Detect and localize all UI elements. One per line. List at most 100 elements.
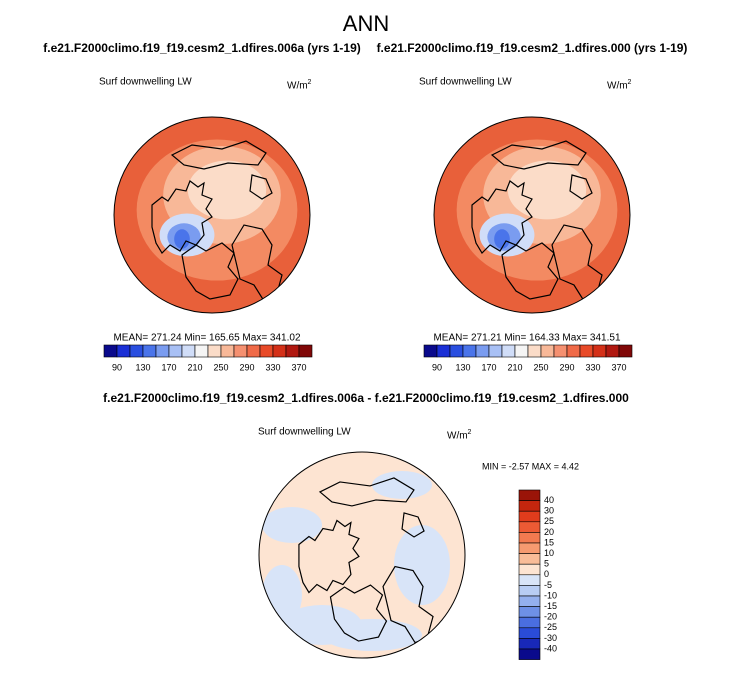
colorbar-swatch xyxy=(553,344,568,358)
colorbar-label: 15 xyxy=(544,537,554,547)
colorbar-swatch xyxy=(220,344,235,358)
colorbar-swatch xyxy=(207,344,222,358)
colorbar-swatch xyxy=(579,344,594,358)
colorbar-swatch xyxy=(423,344,438,358)
colorbar-swatch xyxy=(518,510,541,523)
colorbar-label: 90 xyxy=(112,362,122,372)
map-border xyxy=(258,451,466,659)
coastline xyxy=(569,174,593,200)
colorbar-label: -15 xyxy=(544,601,557,611)
colorbar-label: -40 xyxy=(544,643,557,653)
colorbar-swatch xyxy=(475,344,490,358)
colorbar-swatch xyxy=(181,344,196,358)
colorbar-swatch xyxy=(518,574,541,586)
colorbar-swatch xyxy=(488,344,503,358)
colorbar-swatch xyxy=(155,344,170,358)
colorbar-label: 25 xyxy=(544,516,554,526)
colorbar-swatch xyxy=(514,344,529,358)
colorbar-swatch xyxy=(566,344,581,358)
colorbar-label: -5 xyxy=(544,580,552,590)
map xyxy=(259,452,465,658)
colorbar-label: 90 xyxy=(432,362,442,372)
diff-title: f.e21.F2000climo.f19_f19.cesm2_1.dfires.… xyxy=(103,391,629,405)
map-field xyxy=(174,229,190,249)
map-field xyxy=(372,471,432,499)
colorbar-swatch xyxy=(233,344,248,358)
stats: MEAN= 271.21 Min= 164.33 Max= 341.51 xyxy=(433,333,621,344)
colorbar-swatch xyxy=(449,344,464,358)
units-exponent: 2 xyxy=(468,429,472,436)
stats: MIN = -2.57 MAX = 4.42 xyxy=(482,461,579,471)
colorbar-label: 250 xyxy=(533,362,548,372)
coastline xyxy=(318,477,415,507)
colorbar-label: 330 xyxy=(585,362,600,372)
colorbar-label: 290 xyxy=(239,362,254,372)
colorbar-swatch xyxy=(605,344,620,358)
coastline xyxy=(298,519,360,594)
colorbar-swatch xyxy=(518,648,541,660)
colorbar-label: 370 xyxy=(291,362,306,372)
colorbar-swatch xyxy=(103,344,118,358)
map xyxy=(114,117,310,313)
colorbar-swatch xyxy=(518,585,541,597)
units: W/m2 xyxy=(607,79,632,92)
coastline xyxy=(181,242,239,300)
colorbar-label: 210 xyxy=(187,362,202,372)
field-label: Surf downwelling LW xyxy=(419,77,512,88)
colorbar-swatch xyxy=(518,532,541,544)
colorbar-swatch xyxy=(518,489,541,501)
colorbar-swatch xyxy=(501,344,516,358)
map-field xyxy=(322,619,422,651)
colorbar-swatch xyxy=(518,521,541,533)
colorbar-swatch xyxy=(285,344,300,358)
colorbar-label: -25 xyxy=(544,622,557,632)
colorbar-label: -10 xyxy=(544,590,557,600)
coastline xyxy=(151,180,213,254)
map-field xyxy=(494,229,510,249)
case-title: f.e21.F2000climo.f19_f19.cesm2_1.dfires.… xyxy=(377,41,688,55)
colorbar-label: -30 xyxy=(544,633,557,643)
field-label: Surf downwelling LW xyxy=(99,77,192,88)
colorbar-label: 20 xyxy=(544,527,554,537)
colorbar-label: 5 xyxy=(544,559,549,569)
colorbar-swatch xyxy=(518,595,541,607)
colorbar-swatch xyxy=(436,344,451,358)
colorbar-label: -20 xyxy=(544,612,557,622)
colorbar-swatch xyxy=(259,344,274,358)
field-label: Surf downwelling LW xyxy=(258,427,351,438)
case-title: f.e21.F2000climo.f19_f19.cesm2_1.dfires.… xyxy=(43,41,361,55)
colorbar-swatch xyxy=(518,616,541,629)
colorbar-label: 0 xyxy=(544,569,549,579)
colorbar-label: 210 xyxy=(507,362,522,372)
map-field xyxy=(507,160,587,220)
colorbar-swatch xyxy=(168,344,183,358)
colorbar-label: 370 xyxy=(611,362,626,372)
coastline xyxy=(329,584,388,642)
colorbar-label: 330 xyxy=(265,362,280,372)
figure-title: ANN xyxy=(343,11,389,36)
colorbar-swatch xyxy=(518,563,541,576)
colorbar-label: 290 xyxy=(559,362,574,372)
colorbar-label: 170 xyxy=(481,362,496,372)
colorbar-label: 10 xyxy=(544,548,554,558)
colorbar-label: 130 xyxy=(455,362,470,372)
colorbar-swatch xyxy=(518,638,541,650)
colorbar-swatch xyxy=(272,344,287,358)
map-field xyxy=(262,507,322,543)
coastline xyxy=(501,242,559,300)
colorbar-swatch xyxy=(129,344,144,358)
colorbar-label: 30 xyxy=(544,506,554,516)
colorbar-swatch xyxy=(518,553,541,565)
colorbar-swatch xyxy=(618,344,633,358)
colorbar-swatch xyxy=(527,344,542,358)
map-border xyxy=(113,116,311,314)
coastline xyxy=(170,140,267,170)
colorbar-swatch xyxy=(142,344,157,358)
colorbar-swatch xyxy=(194,344,209,358)
units-exponent: 2 xyxy=(628,79,632,86)
colorbar-swatch xyxy=(518,627,541,639)
colorbar-swatch xyxy=(462,344,477,358)
stats: MEAN= 271.24 Min= 165.65 Max= 341.02 xyxy=(113,333,301,344)
coastline xyxy=(401,512,425,538)
colorbar-label: 40 xyxy=(544,495,554,505)
